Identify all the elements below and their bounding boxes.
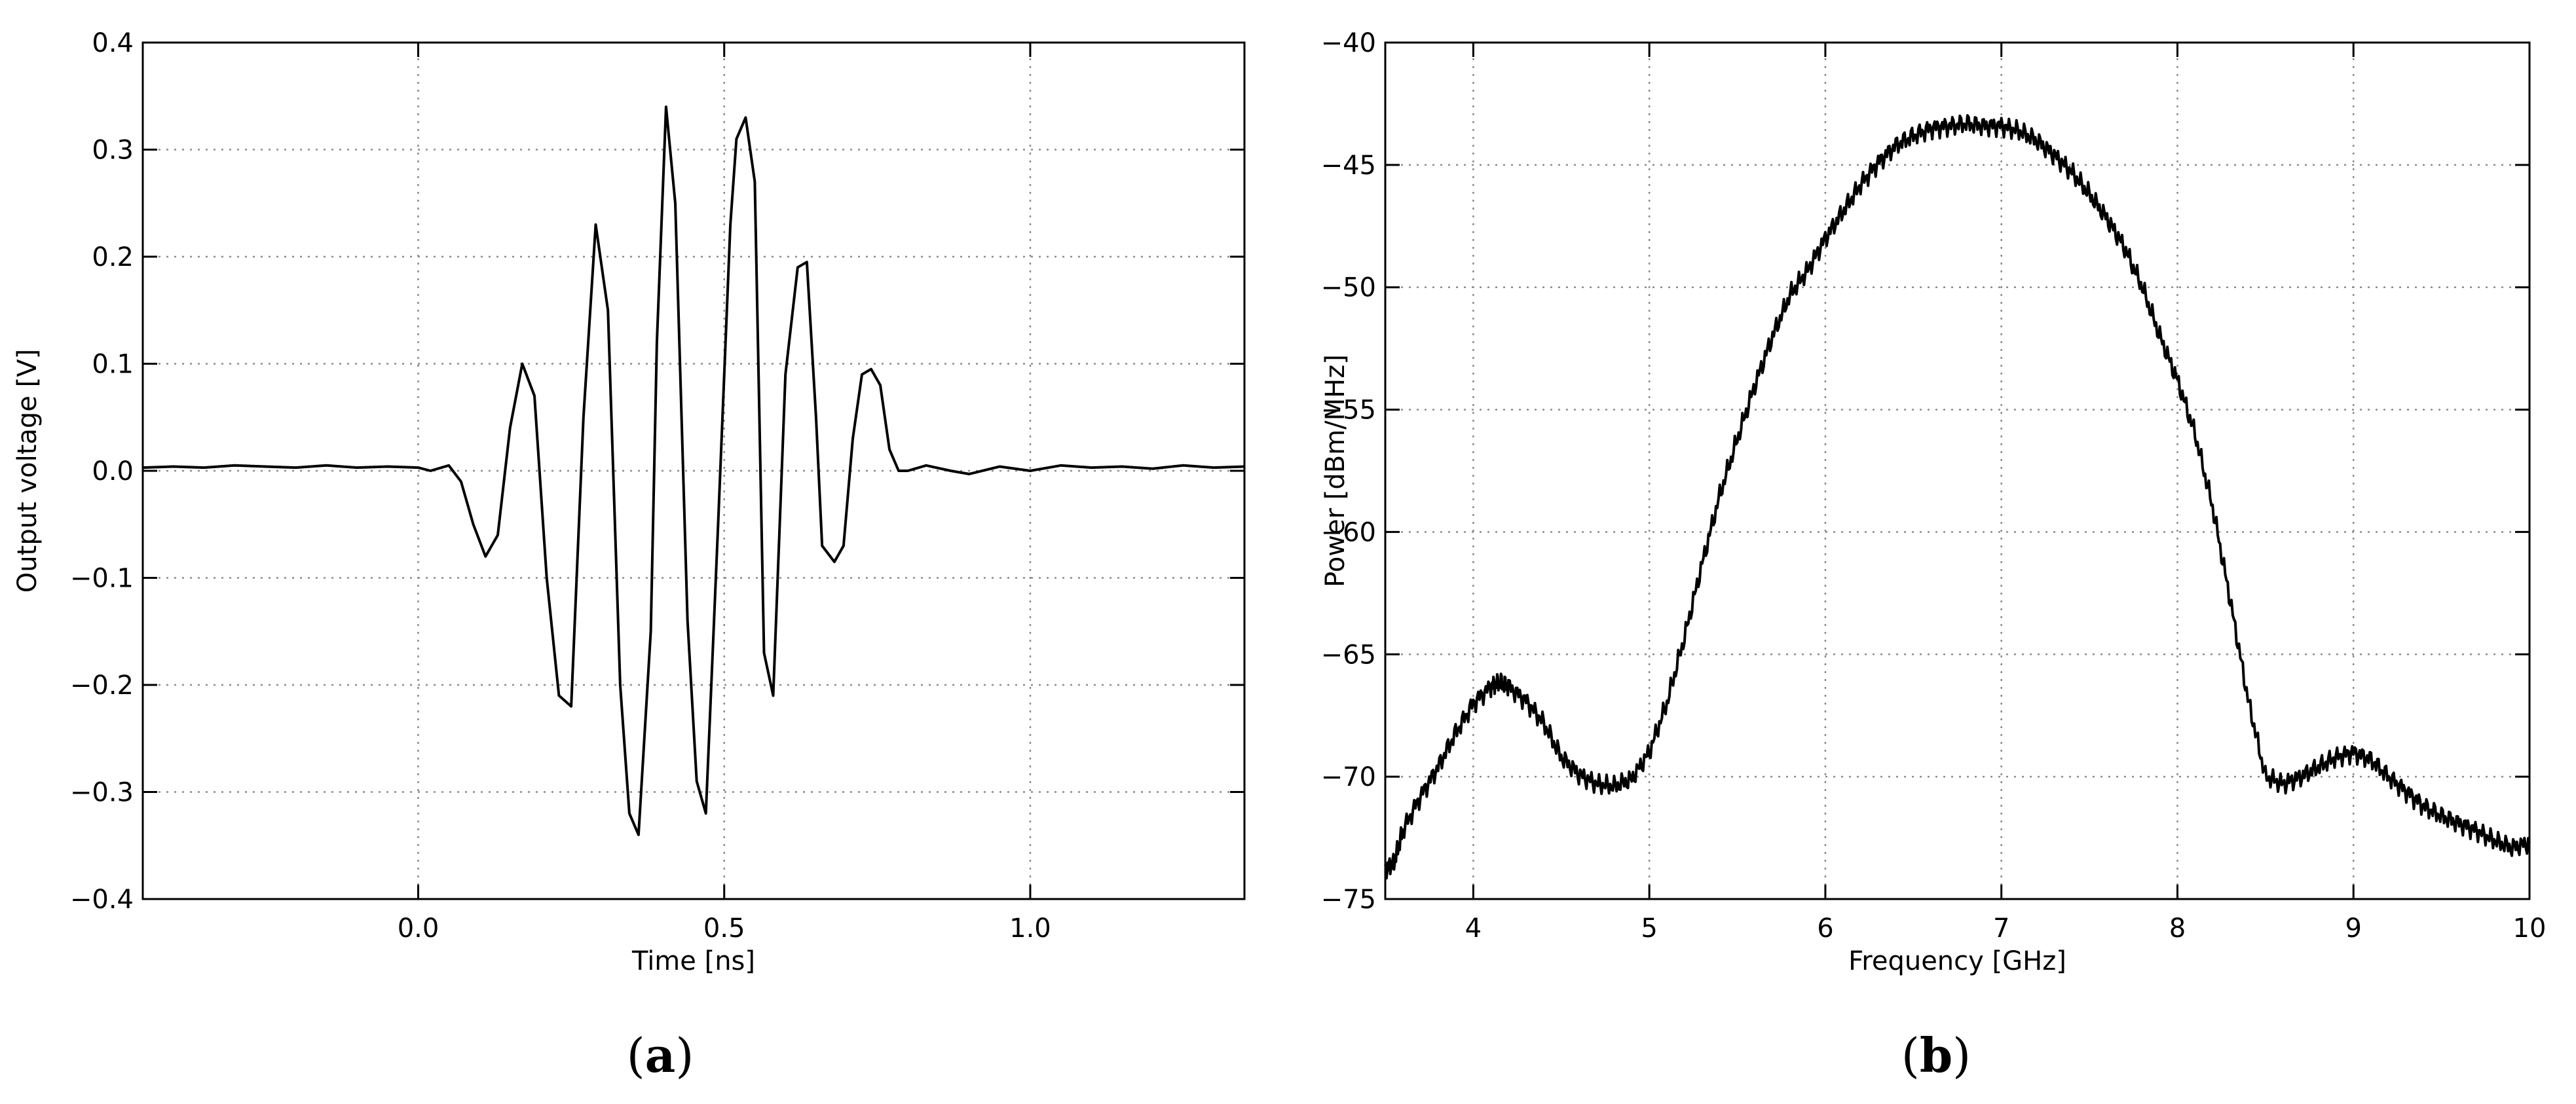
ticks-a: 0.0 0.5 1.0 −0.4 −0.3 −0.2 −0.1 0.0 0.1 0.2 0.3 0.4 [70,28,1244,944]
grid-b [1385,41,2531,900]
chart-panel-a: 0.0 0.5 1.0 −0.4 −0.3 −0.2 −0.1 0.0 0.1 0.2 0.3 0.4… [12,28,1246,1083]
y-tick-label: −0.3 [70,778,134,808]
y-tick-label: −45 [1321,151,1376,181]
x-tick-label: 0.0 [398,913,439,944]
x-tick-label: 4 [1465,913,1482,944]
y-axis-label-a: Output voltage [V] [12,349,43,593]
panel-label-a: (a) [627,1027,694,1083]
y-tick-label: −40 [1321,28,1376,58]
x-tick-label: 9 [2345,913,2362,944]
ticks-b: 4 5 6 7 8 9 10 −75 −70 −65 −60 −55 −50 −45 −40 [1321,28,2547,944]
y-tick-label: −0.2 [70,671,134,701]
grid-a [143,41,1244,900]
x-tick-label: 6 [1817,913,1833,944]
panel-label-b: (b) [1901,1027,1971,1083]
y-tick-label: −0.1 [70,564,134,594]
x-tick-label: 1.0 [1009,913,1051,944]
y-tick-label: 0.3 [92,136,134,166]
x-axis-label-a: Time [ns] [631,946,755,976]
y-tick-label: −50 [1321,273,1376,303]
y-tick-label: 0.1 [92,350,134,380]
plot-frame-b [1384,41,2531,900]
chart-panel-b: 4 5 6 7 8 9 10 −75 −70 −65 −60 −55 −50 −45 −40 Frequen… [1320,28,2546,1083]
y-tick-label: −0.4 [70,885,134,915]
y-tick-label: 0.0 [92,456,134,487]
x-tick-label: 10 [2513,913,2547,944]
y-tick-label: −55 [1321,396,1376,426]
y-axis-label-b: Power [dBm/MHz] [1320,354,1351,587]
x-tick-label: 5 [1641,913,1657,944]
y-tick-label: −65 [1321,640,1376,670]
y-tick-label: −70 [1321,762,1376,792]
series-line-power-spectrum [1384,114,2531,880]
x-tick-label: 0.5 [703,913,745,944]
x-tick-label: 7 [1993,913,2009,944]
y-tick-label: 0.2 [92,242,134,272]
x-axis-label-b: Frequency [GHz] [1848,946,2066,976]
x-tick-label: 8 [2169,913,2186,944]
y-tick-label: −60 [1321,517,1376,547]
y-tick-label: −75 [1321,885,1376,915]
y-tick-label: 0.4 [92,28,134,58]
series-line-output-voltage [142,105,1245,836]
